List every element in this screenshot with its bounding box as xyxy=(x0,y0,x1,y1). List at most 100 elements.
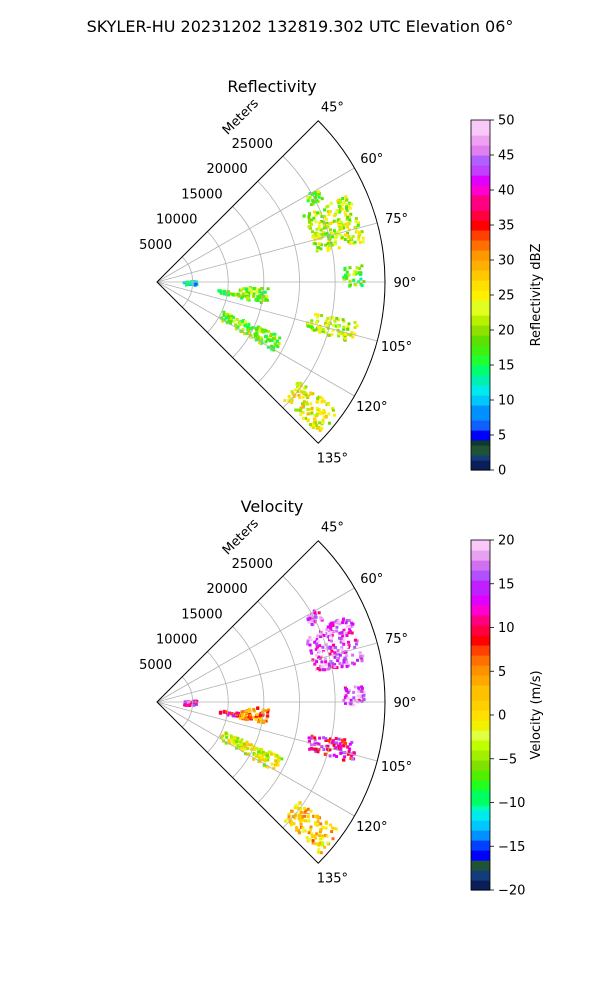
colorbar-tick-label: −10 xyxy=(498,796,525,811)
colorbar-step xyxy=(471,730,490,736)
colorbar-step xyxy=(471,275,490,281)
colorbar-step xyxy=(471,810,490,816)
colorbar-step xyxy=(471,660,490,666)
theta-tick-label: 45° xyxy=(321,101,344,116)
theta-tick-label: 105° xyxy=(381,760,412,775)
colorbar-step xyxy=(471,145,490,151)
colorbar-tick-label: 5 xyxy=(498,665,506,680)
colorbar-step xyxy=(471,170,490,176)
colorbar-step xyxy=(471,845,490,851)
echo-south xyxy=(284,801,338,855)
colorbar-step xyxy=(471,745,490,751)
theta-tick-label: 60° xyxy=(360,572,383,587)
colorbar: −20 −15 −10 −5 0 5 10 15 20 Velocity (m/s) xyxy=(470,534,544,899)
colorbar-step xyxy=(471,330,490,336)
colorbar-step xyxy=(471,645,490,651)
colorbar-step xyxy=(471,850,490,856)
colorbar-step xyxy=(471,610,490,616)
colorbar-step xyxy=(471,685,490,691)
colorbar-step xyxy=(471,785,490,791)
sector-frame xyxy=(156,120,386,444)
colorbar-label: Velocity (m/s) xyxy=(529,670,544,759)
colorbar-step xyxy=(471,450,490,456)
colorbar-step xyxy=(471,390,490,396)
azimuth-line xyxy=(156,701,355,817)
colorbar-step xyxy=(471,350,490,356)
colorbar-step xyxy=(471,400,490,406)
colorbar-step xyxy=(471,715,490,721)
colorbar-step xyxy=(471,625,490,631)
colorbar-label: Reflectivity dBZ xyxy=(529,244,544,347)
colorbar-step xyxy=(471,460,490,466)
figure-suptitle: SKYLER-HU 20231202 132819.302 UTC Elevat… xyxy=(87,17,514,36)
colorbar-step xyxy=(471,415,490,421)
r-tick-label: 5000 xyxy=(139,238,172,253)
colorbar-step xyxy=(471,630,490,636)
colorbar-step xyxy=(471,550,490,556)
theta-tick-label: 90° xyxy=(393,276,416,291)
theta-tick-label: 120° xyxy=(356,820,387,835)
colorbar-step xyxy=(471,325,490,331)
colorbar-step xyxy=(471,155,490,161)
colorbar-step xyxy=(471,755,490,761)
colorbar-step xyxy=(471,795,490,801)
colorbar-tick-label: −20 xyxy=(498,884,525,899)
theta-tick-label: 135° xyxy=(317,871,348,886)
colorbar-step xyxy=(471,120,490,126)
azimuth-line xyxy=(156,167,355,283)
colorbar-step xyxy=(471,340,490,346)
colorbar-step xyxy=(471,200,490,206)
colorbar-step xyxy=(471,820,490,826)
colorbar-step xyxy=(471,870,490,876)
panel-title: Reflectivity xyxy=(227,77,316,96)
colorbar-step xyxy=(471,860,490,866)
colorbar-step xyxy=(471,245,490,251)
colorbar-step xyxy=(471,365,490,371)
colorbar-step xyxy=(471,140,490,146)
colorbar-step xyxy=(471,720,490,726)
colorbar-step xyxy=(471,150,490,156)
colorbar-step xyxy=(471,250,490,256)
colorbar-step xyxy=(471,695,490,701)
colorbar-step xyxy=(471,300,490,306)
colorbar-step xyxy=(471,195,490,201)
colorbar-step xyxy=(471,280,490,286)
panel-title: Velocity xyxy=(241,497,304,516)
colorbar-step xyxy=(471,440,490,446)
colorbar-step xyxy=(471,565,490,571)
theta-tick-label: 90° xyxy=(393,696,416,711)
colorbar-step xyxy=(471,620,490,626)
r-tick-label: 10000 xyxy=(156,633,197,648)
r-tick-label: 15000 xyxy=(181,607,222,622)
colorbar-step xyxy=(471,590,490,596)
echo-south-east xyxy=(307,734,356,762)
colorbar-step xyxy=(471,635,490,641)
colorbar-tick-label: 40 xyxy=(498,184,515,199)
colorbar-tick-label: 10 xyxy=(498,621,515,636)
colorbar-step xyxy=(471,315,490,321)
colorbar-step xyxy=(471,670,490,676)
theta-tick-label: 60° xyxy=(360,152,383,167)
colorbar-step xyxy=(471,130,490,136)
colorbar-tick-label: 20 xyxy=(498,324,515,339)
azimuth-line xyxy=(156,222,378,283)
sector-frame xyxy=(156,540,386,864)
colorbar-step xyxy=(471,560,490,566)
colorbar-tick-label: 0 xyxy=(498,709,506,724)
colorbar-step xyxy=(471,165,490,171)
colorbar-step xyxy=(471,405,490,411)
colorbar-step xyxy=(471,285,490,291)
colorbar-step xyxy=(471,230,490,236)
colorbar-step xyxy=(471,425,490,431)
colorbar-step xyxy=(471,725,490,731)
colorbar-step xyxy=(471,215,490,221)
colorbar-step xyxy=(471,180,490,186)
colorbar-step xyxy=(471,185,490,191)
colorbar-step xyxy=(471,545,490,551)
colorbar-step xyxy=(471,805,490,811)
colorbar-step xyxy=(471,800,490,806)
colorbar-step xyxy=(471,375,490,381)
colorbar-tick-label: 0 xyxy=(498,464,506,479)
colorbar-step xyxy=(471,770,490,776)
colorbar-step xyxy=(471,360,490,366)
